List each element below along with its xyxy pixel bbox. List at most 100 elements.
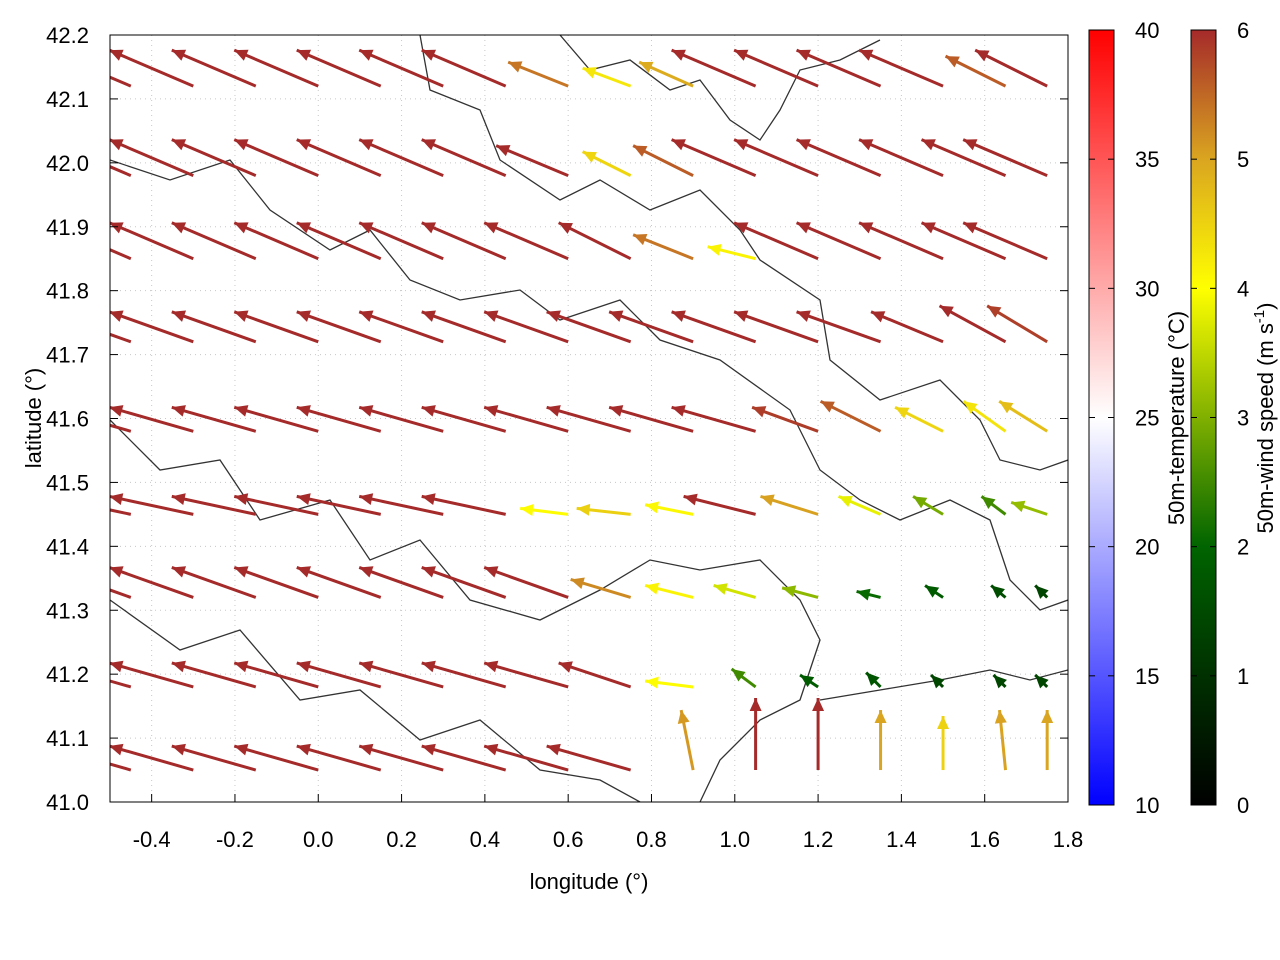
wind-vector xyxy=(858,48,944,88)
wind-vector xyxy=(998,400,1048,433)
wind-vector xyxy=(358,310,444,344)
wind-vector xyxy=(171,138,257,177)
wind-vector xyxy=(992,673,1007,689)
wind-vector xyxy=(938,304,1007,344)
wind-vector xyxy=(546,310,632,344)
wind-vector xyxy=(233,660,319,689)
wind-vector xyxy=(519,504,569,516)
wind-vector xyxy=(233,310,319,344)
wind-vector xyxy=(733,221,819,261)
wind-vector xyxy=(865,671,882,689)
wind-vector xyxy=(358,566,444,599)
wind-vector xyxy=(483,310,569,344)
wind-vector xyxy=(874,710,887,771)
wind-vector xyxy=(110,566,194,599)
wind-vector xyxy=(233,493,319,516)
wind-vector xyxy=(110,310,194,344)
x-tick-label: 0.6 xyxy=(553,827,584,852)
wind-vector xyxy=(421,405,507,433)
wind-vector xyxy=(358,660,444,689)
colorbar-tick-label: 2 xyxy=(1237,535,1249,560)
colorbar-tick-label: 6 xyxy=(1237,18,1249,43)
contour-line xyxy=(559,35,881,141)
wind-vector xyxy=(796,310,882,344)
wind-vector xyxy=(110,165,132,177)
wind-vector xyxy=(358,48,444,88)
wind-vector xyxy=(421,566,507,599)
colorbar-tick-label: 25 xyxy=(1135,406,1159,431)
contour-line xyxy=(419,35,1068,471)
wind-vector xyxy=(730,667,757,689)
wind-vector xyxy=(110,423,132,433)
colorbar-tick-label: 35 xyxy=(1135,147,1159,172)
wind-vector xyxy=(994,709,1008,771)
x-tick-label: 0.4 xyxy=(470,827,501,852)
wind-vector xyxy=(233,48,319,88)
wind-vector xyxy=(582,66,632,88)
wind-vector xyxy=(1041,710,1054,771)
y-tick-label: 42.0 xyxy=(46,151,89,176)
x-tick-label: 1.4 xyxy=(886,827,917,852)
wind-vector xyxy=(546,405,632,433)
wind-speed-colorbar-label: 50m-wind speed (m s-1) xyxy=(1251,303,1278,534)
wind-vector xyxy=(110,588,132,599)
wind-vector xyxy=(358,138,444,177)
vector-arrows xyxy=(110,48,1054,772)
wind-vector xyxy=(483,566,569,599)
x-tick-label: 1.2 xyxy=(803,827,834,852)
colorbar-tick-label: 5 xyxy=(1237,147,1249,172)
wind-vector xyxy=(171,660,257,689)
wind-vector xyxy=(644,501,694,516)
x-tick-label: 1.0 xyxy=(719,827,750,852)
contour-line xyxy=(819,669,1068,701)
colorbar-tick-label: 15 xyxy=(1135,664,1159,689)
x-tick-label: 0.2 xyxy=(386,827,417,852)
wind-vector xyxy=(421,221,507,261)
y-axis-label: latitude (°) xyxy=(21,368,46,469)
wind-vector xyxy=(110,48,194,88)
wind-vector xyxy=(920,138,1007,177)
wind-vector xyxy=(557,221,632,261)
wind-vector xyxy=(358,221,444,261)
wind-vector xyxy=(171,310,257,344)
wind-vector xyxy=(570,577,632,599)
y-tick-label: 41.0 xyxy=(46,790,89,815)
y-tick-label: 41.4 xyxy=(46,534,89,559)
wind-vector xyxy=(781,585,819,599)
wind-vector xyxy=(990,584,1007,599)
wind-vector xyxy=(358,743,444,772)
wind-vector xyxy=(837,494,882,516)
wind-vector xyxy=(632,144,694,177)
temperature-colorbar-label: 50m-temperature (°C) xyxy=(1164,311,1189,525)
wind-vector xyxy=(944,54,1007,88)
wind-vector xyxy=(937,716,950,771)
wind-vector xyxy=(644,676,694,689)
wind-vector xyxy=(749,698,762,771)
y-tick-label: 42.2 xyxy=(46,23,89,48)
wind-vector xyxy=(929,673,945,689)
wind-vector xyxy=(858,221,944,261)
temperature-colorbar-ticks: 10 15 20 25 30 35 40 xyxy=(1089,18,1159,818)
y-tick-label: 41.3 xyxy=(46,598,89,623)
wind-vector xyxy=(671,310,757,344)
wind-vector xyxy=(233,743,319,772)
wind-vector xyxy=(986,304,1048,344)
wind-vector xyxy=(795,221,882,261)
y-tick-label: 42.1 xyxy=(46,87,89,112)
wind-vector xyxy=(1034,673,1049,689)
wind-vector xyxy=(576,503,631,516)
wind-vector xyxy=(110,493,194,516)
wind-vector xyxy=(233,566,319,599)
wind-vector xyxy=(733,48,819,88)
wind-vector xyxy=(421,660,507,689)
wind-vector xyxy=(558,661,632,689)
wind-vector xyxy=(546,743,632,772)
wind-vector xyxy=(296,310,382,344)
y-tick-label: 41.1 xyxy=(46,726,89,751)
colorbar-tick-label: 10 xyxy=(1135,793,1159,818)
wind-vector xyxy=(507,60,569,88)
colorbar-tick-label: 0 xyxy=(1237,793,1249,818)
x-tick-label: 0.0 xyxy=(303,827,334,852)
wind-vector xyxy=(912,495,944,516)
